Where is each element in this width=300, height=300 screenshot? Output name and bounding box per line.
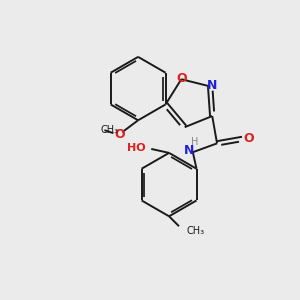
Text: O: O (243, 132, 254, 146)
Text: O: O (176, 72, 187, 85)
Text: O: O (114, 128, 124, 141)
Text: H: H (191, 137, 199, 147)
Text: HO: HO (127, 143, 145, 153)
Text: N: N (207, 79, 217, 92)
Text: CH₃: CH₃ (187, 226, 205, 236)
Text: N: N (184, 144, 194, 157)
Text: CH₃: CH₃ (100, 125, 118, 135)
